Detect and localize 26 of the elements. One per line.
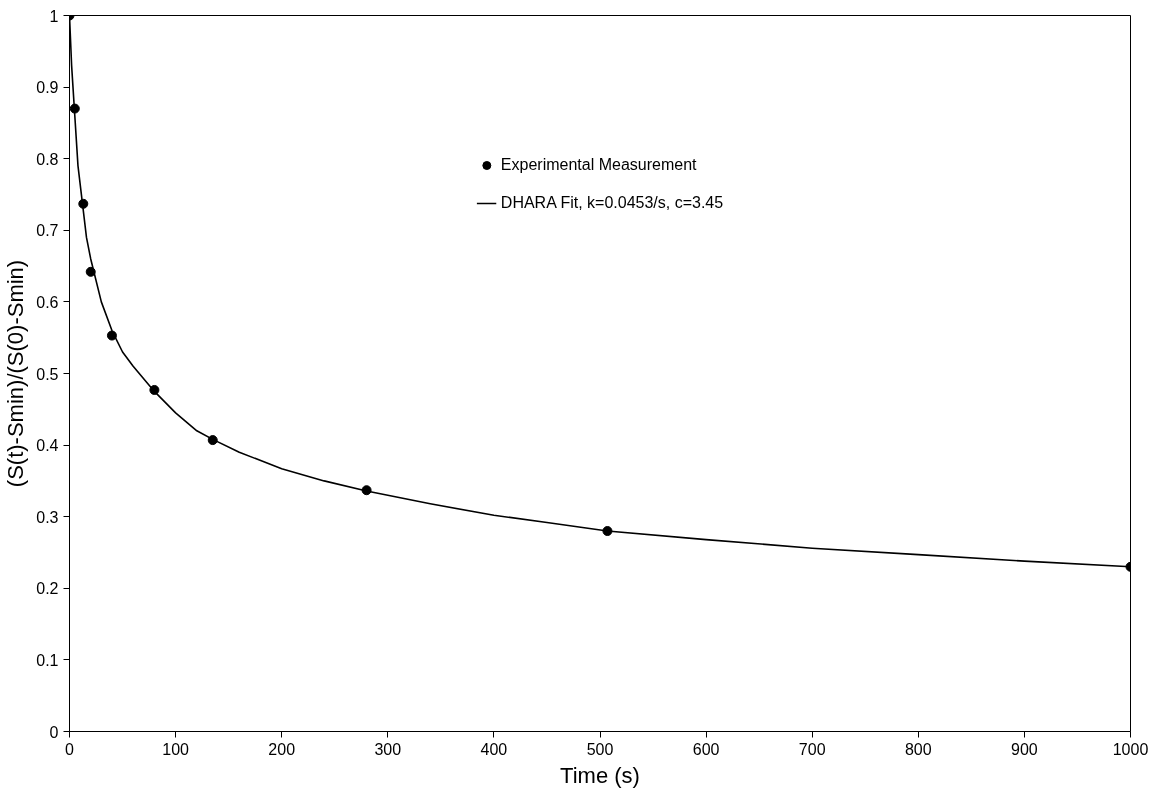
- y-tick-label: 0.4: [36, 437, 59, 455]
- x-tick-label: 900: [1011, 740, 1038, 758]
- x-tick-label: 300: [374, 740, 402, 758]
- y-tick-label: 0.7: [36, 222, 59, 240]
- y-tick-label: 0.2: [36, 580, 59, 598]
- x-tick-label: 200: [268, 740, 296, 758]
- legend-label: Experimental Measurement: [500, 156, 697, 174]
- x-tick-label: 100: [162, 740, 190, 758]
- x-tick-label: 500: [586, 740, 614, 758]
- y-tick-label: 0.8: [36, 150, 59, 168]
- legend-label: DHARA Fit, k=0.0453/s, c=3.45: [500, 194, 724, 212]
- x-tick-label: 0: [65, 740, 75, 758]
- x-axis-title: Time (s): [560, 762, 640, 788]
- x-tick-label: 1000: [1112, 740, 1149, 758]
- x-tick-label: 600: [692, 740, 720, 758]
- y-tick-label: 1: [49, 7, 59, 25]
- y-tick-label: 0: [49, 723, 59, 741]
- y-tick-label: 0.1: [36, 651, 59, 669]
- y-tick-label: 0.6: [36, 293, 59, 311]
- y-tick-label: 0.9: [36, 79, 59, 97]
- y-tick-label: 0.3: [36, 508, 59, 526]
- x-tick-label: 800: [904, 740, 932, 758]
- y-axis-title: (S(t)-Smin)/(S(0)-Smin): [3, 259, 29, 488]
- y-tick-label: 0.5: [36, 365, 59, 383]
- x-tick-label: 700: [798, 740, 826, 758]
- x-tick-label: 400: [480, 740, 508, 758]
